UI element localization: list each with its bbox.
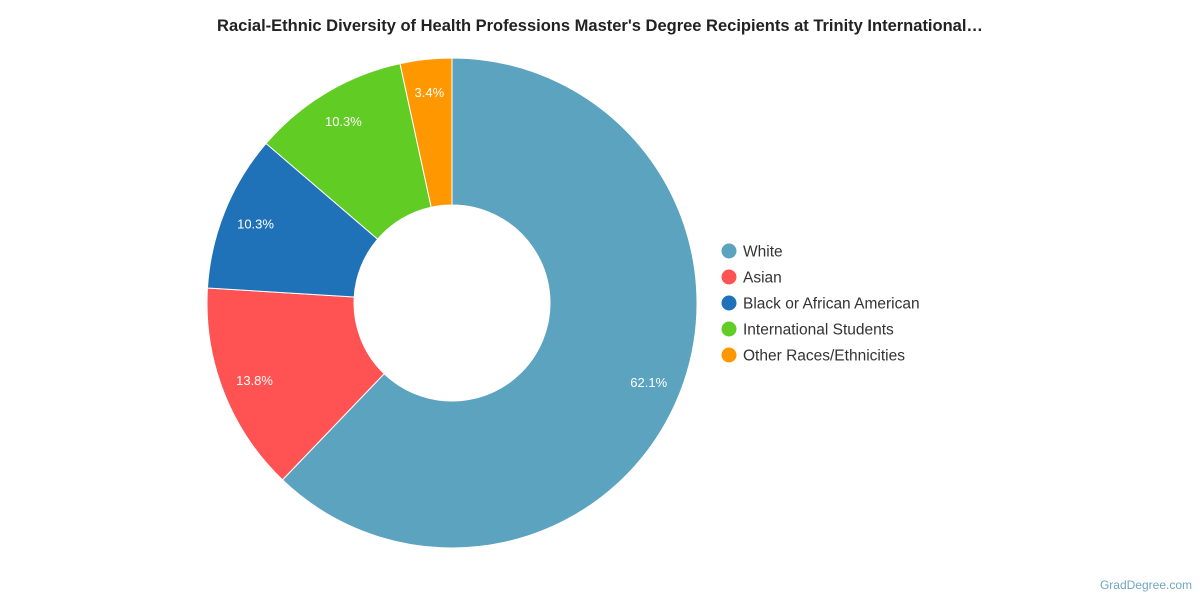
slice-data-label: 3.4% xyxy=(415,85,445,100)
legend-item[interactable]: White xyxy=(721,243,783,261)
slice-data-label: 10.3% xyxy=(325,114,362,129)
legend-label: International Students xyxy=(743,322,894,339)
legend-label: Asian xyxy=(743,270,782,287)
slice-asian[interactable] xyxy=(206,287,385,481)
slice-data-label: 62.1% xyxy=(630,375,667,390)
legend-item[interactable]: International Students xyxy=(721,321,895,339)
legend-marker-icon xyxy=(721,295,737,311)
legend-label: Other Races/Ethnicities xyxy=(743,348,905,365)
slice-data-label: 10.3% xyxy=(237,216,274,231)
slice-international-students[interactable] xyxy=(265,62,432,240)
slice-black-or-african-american[interactable] xyxy=(206,142,379,298)
legend-item[interactable]: Black or African American xyxy=(721,295,920,313)
legend-item[interactable]: Other Races/Ethnicities xyxy=(721,347,906,365)
slice-white[interactable] xyxy=(281,57,698,549)
legend-label: Black or African American xyxy=(743,296,920,313)
legend-marker-icon xyxy=(721,321,737,337)
slice-data-label: 13.8% xyxy=(236,373,273,388)
legend-marker-icon xyxy=(721,347,737,363)
slice-other-races-ethnicities[interactable] xyxy=(399,57,453,208)
chart-title: Racial-Ethnic Diversity of Health Profes… xyxy=(217,17,983,35)
watermark-link[interactable]: GradDegree.com xyxy=(1099,578,1192,592)
legend-item[interactable]: Asian xyxy=(721,269,782,287)
legend-marker-icon xyxy=(721,243,737,259)
legend-label: White xyxy=(743,244,783,261)
legend-marker-icon xyxy=(721,269,737,285)
